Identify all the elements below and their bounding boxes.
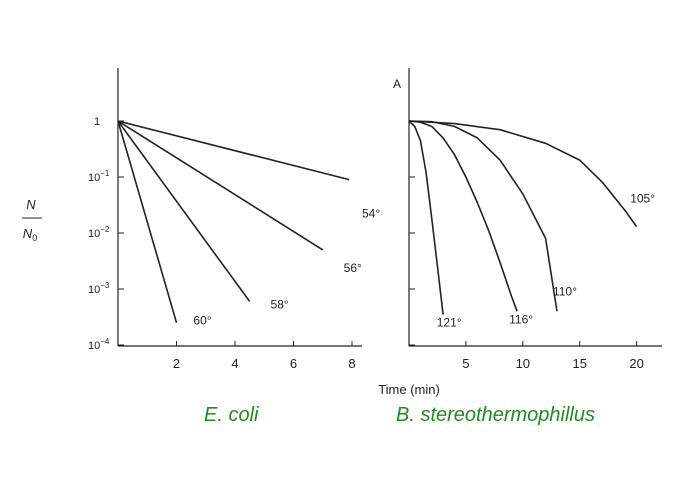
left-series-60-line — [117, 120, 178, 323]
y-tick-label: 10−4 — [88, 337, 110, 352]
right-x-tick-label: 10 — [516, 356, 530, 371]
left-series-label-58: 58° — [271, 297, 289, 311]
right-x-tick-label: 20 — [629, 356, 643, 371]
left-x-tick-label: 4 — [231, 356, 238, 371]
left-series-label-56: 56° — [344, 261, 362, 275]
left-series-54-line — [117, 120, 350, 181]
right-series-label-110: 110° — [553, 284, 577, 298]
right-series-105-line — [408, 120, 638, 228]
y-axis-label-bottom: N0 — [23, 226, 37, 243]
right-series-label-105: 105° — [630, 192, 655, 206]
left-x-tick-label: 2 — [173, 356, 180, 371]
left-series-label-60: 60° — [193, 314, 211, 328]
y-tick-label: 1 — [94, 116, 100, 128]
y-tick-label: 10−2 — [88, 225, 110, 240]
caption-e-coli: E. coli — [204, 404, 259, 426]
right-series-121-line — [408, 120, 444, 315]
left-series-56-line — [117, 120, 324, 251]
left-series-58-line — [117, 120, 251, 302]
y-tick-label: 10−1 — [88, 169, 110, 184]
x-axis-label: Time (min) — [378, 382, 440, 397]
panel-letter: A — [393, 77, 401, 91]
right-x-tick-label: 15 — [572, 356, 586, 371]
right-series-group: 121° 116° 110° 105° — [408, 120, 655, 330]
right-tick-group: 5 10 15 20 — [409, 120, 644, 371]
right-x-tick-label: 5 — [462, 356, 469, 371]
left-tick-group: 2 4 6 8 1 10−1 10−2 10−3 10−4 — [88, 116, 356, 371]
left-x-tick-label: 8 — [348, 356, 355, 371]
left-series-group: 54° 56° 58° 60° — [117, 120, 380, 328]
left-series-label-54: 54° — [362, 207, 380, 221]
caption-b-stereothermophillus: B. stereothermophillus — [396, 404, 595, 426]
y-axis-label-top: N — [26, 197, 36, 212]
right-series-label-121: 121° — [437, 316, 462, 330]
left-x-tick-label: 6 — [290, 356, 297, 371]
y-tick-label: 10−3 — [88, 281, 110, 296]
right-series-116-line — [408, 120, 518, 312]
right-series-label-116: 116° — [509, 312, 533, 326]
